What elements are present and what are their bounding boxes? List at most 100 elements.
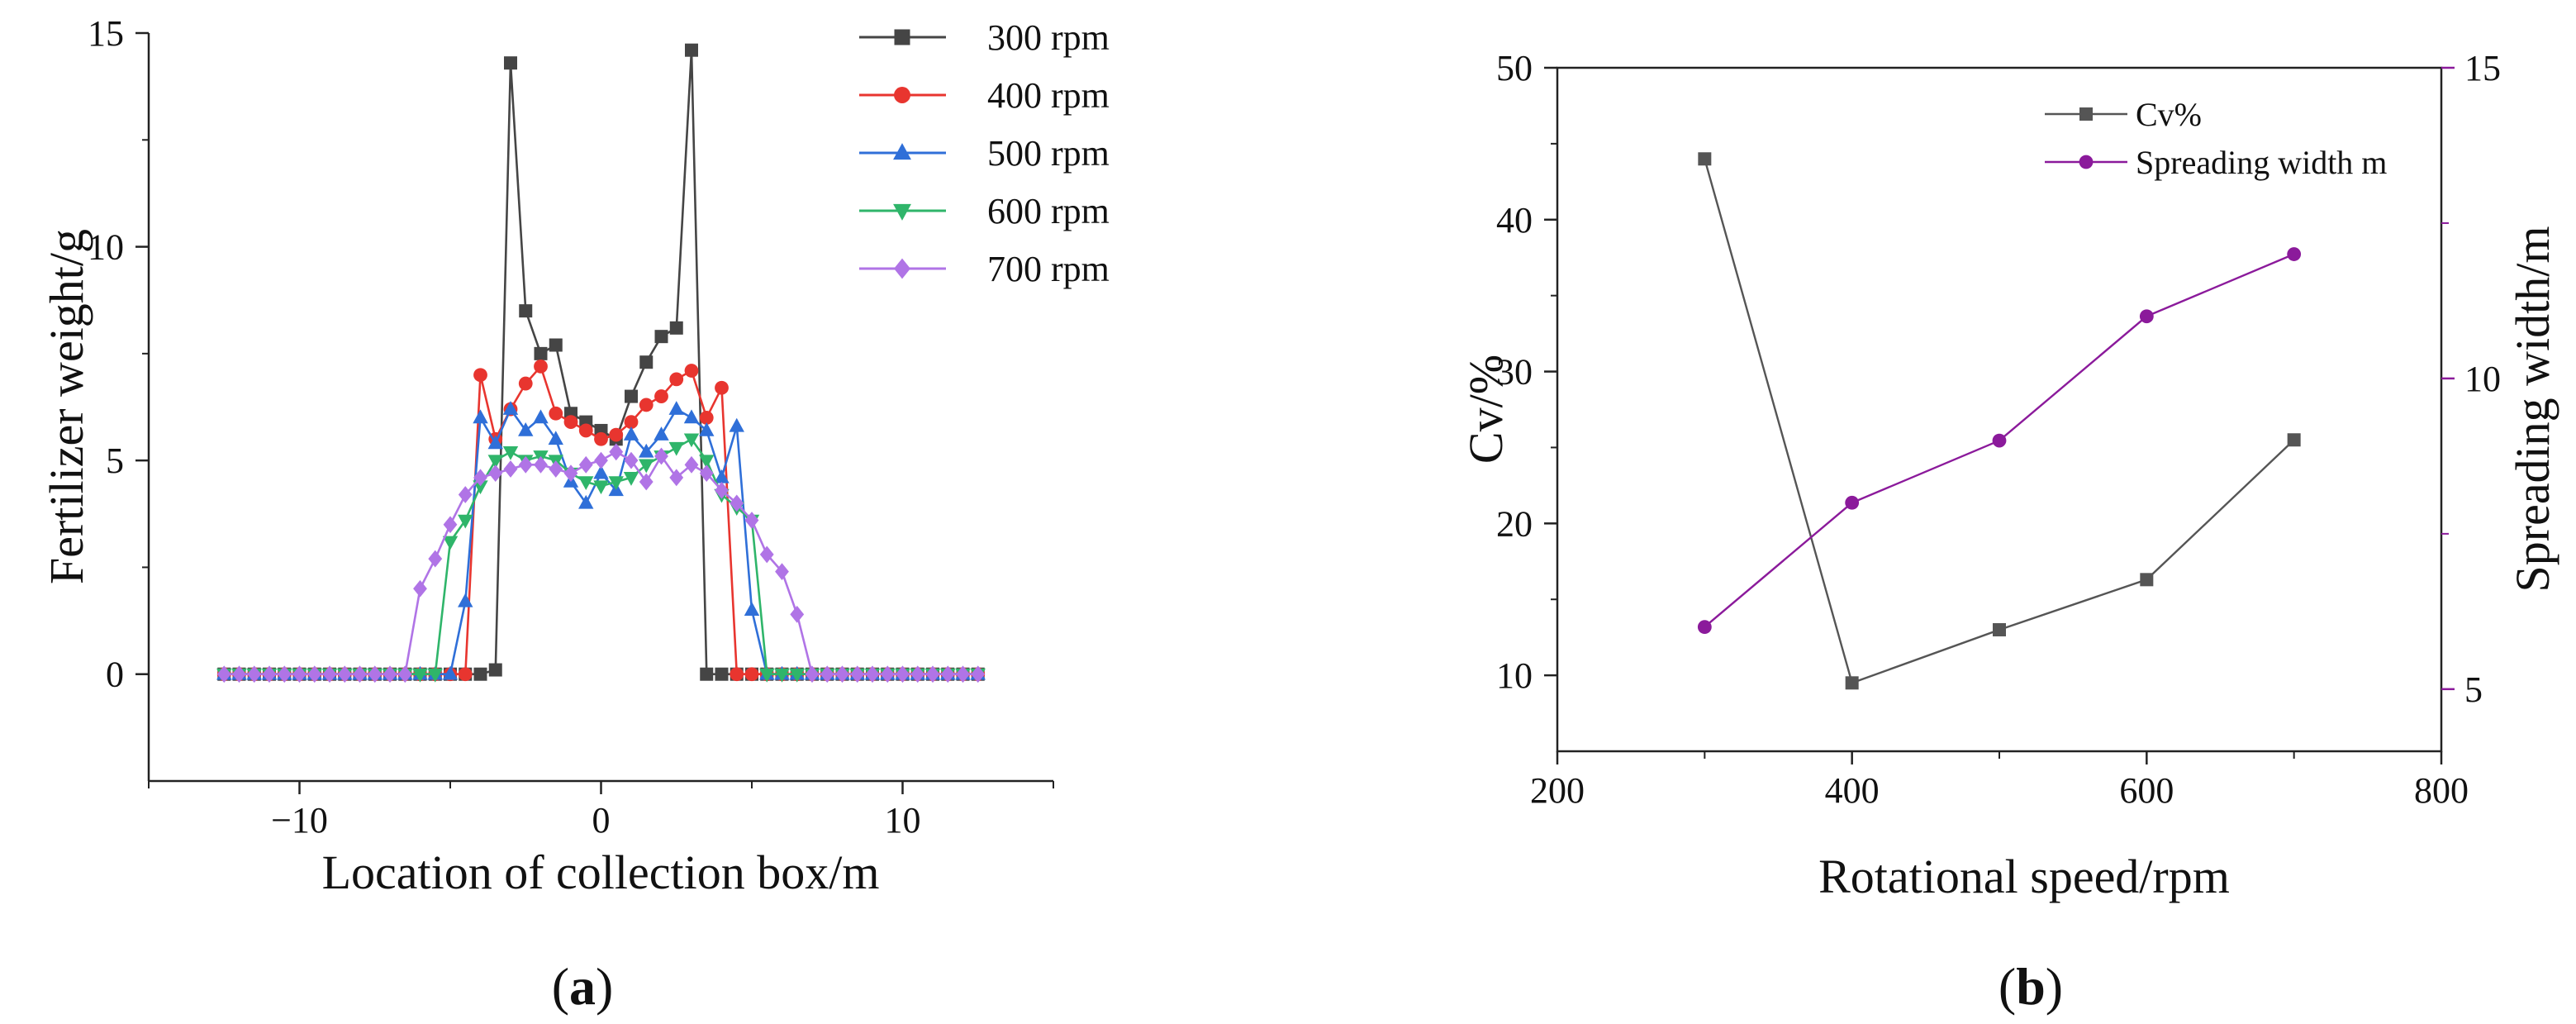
a-data-point xyxy=(473,409,488,424)
a-legend-label: 600 rpm xyxy=(987,191,1110,231)
a-panel-label: (a) xyxy=(552,957,614,1016)
a-data-point xyxy=(216,665,231,683)
a-data-point xyxy=(548,431,563,445)
a-data-point xyxy=(940,665,955,683)
b-data-point xyxy=(2139,309,2154,324)
a-data-point xyxy=(458,667,473,682)
a-x-tick-label: 10 xyxy=(885,800,921,841)
a-data-point xyxy=(594,451,608,469)
a-data-point xyxy=(413,579,427,598)
a-data-point xyxy=(322,665,337,683)
a-data-point xyxy=(654,426,669,441)
a-data-point xyxy=(820,665,834,683)
a-data-point xyxy=(307,665,322,683)
a-legend-marker xyxy=(894,258,910,279)
a-data-point xyxy=(639,473,654,491)
a-x-tick-label: −10 xyxy=(271,800,328,841)
b-y2-tick-label: 10 xyxy=(2464,359,2501,399)
a-data-point xyxy=(880,665,895,683)
a-data-point xyxy=(744,602,760,616)
a-data-point xyxy=(624,415,639,429)
a-data-point xyxy=(669,321,683,335)
b-y2-tick-label: 15 xyxy=(2464,48,2501,88)
b-legend: Cv% Spreading width m xyxy=(2045,96,2387,181)
a-y-tick-label: 5 xyxy=(106,441,124,481)
b-y-tick-label: 10 xyxy=(1496,655,1533,696)
a-data-point xyxy=(790,605,805,623)
a-data-point xyxy=(744,667,759,682)
b-y-tick-label: 50 xyxy=(1496,48,1533,88)
a-data-point xyxy=(654,447,668,465)
a-data-point xyxy=(458,514,473,529)
a-data-point xyxy=(442,665,459,680)
a-data-point xyxy=(442,536,459,550)
a-data-point xyxy=(473,469,487,487)
a-data-point xyxy=(729,417,744,432)
a-legend-label: 700 rpm xyxy=(987,249,1110,289)
a-y-tick-label: 15 xyxy=(88,13,124,54)
a-data-point xyxy=(593,480,609,495)
a-data-point xyxy=(518,455,533,474)
a-x-axis-label: Location of collection box/m xyxy=(322,845,880,899)
a-legend-marker xyxy=(894,29,910,45)
chart-a: 0 5 10 15 −10 0 10 Fertilizer weight/g Locatio… xyxy=(40,13,1110,1016)
a-data-point xyxy=(563,464,578,483)
a-x-tick-label: 0 xyxy=(592,800,611,841)
a-series-line xyxy=(224,407,978,676)
a-data-point xyxy=(925,665,940,683)
b-y-tick-label: 30 xyxy=(1496,352,1533,393)
b-y-tick-label: 20 xyxy=(1496,503,1533,544)
a-data-point xyxy=(292,665,307,683)
a-data-point xyxy=(412,668,428,683)
a-data-point xyxy=(247,665,262,683)
a-data-point xyxy=(759,545,774,564)
a-legend-item: 700 rpm xyxy=(859,249,1110,289)
a-data-point xyxy=(744,512,759,529)
a-data-point xyxy=(473,480,488,495)
b-series-cv xyxy=(1698,152,2301,690)
b-x-tick-label: 600 xyxy=(2119,770,2174,811)
a-legend-item: 500 rpm xyxy=(859,133,1110,174)
a-data-point xyxy=(865,665,880,683)
a-y-axis-label: Fertilizer weight/g xyxy=(40,229,93,584)
b-x-axis-label: Rotational speed/rpm xyxy=(1818,850,2230,903)
a-data-point xyxy=(503,460,518,478)
b-series-line xyxy=(1704,158,2295,684)
a-data-point xyxy=(458,486,473,503)
a-data-point xyxy=(850,665,865,683)
a-data-point xyxy=(714,469,730,483)
a-data-point xyxy=(910,665,925,683)
a-data-point xyxy=(668,441,684,456)
b-y2-axis-label: Spreading width/m xyxy=(2506,226,2559,592)
a-data-point xyxy=(835,665,849,683)
a-data-point xyxy=(549,406,563,421)
b-y-axis-label: Cv/% xyxy=(1459,355,1513,464)
a-data-point xyxy=(578,494,594,509)
a-legend-item: 300 rpm xyxy=(859,17,1110,58)
a-data-point xyxy=(488,663,502,677)
a-legend-marker xyxy=(893,203,911,221)
a-data-point xyxy=(623,426,639,441)
a-data-point xyxy=(730,494,744,512)
a-data-point xyxy=(609,427,624,442)
a-data-point xyxy=(473,368,487,383)
b-legend-marker xyxy=(2079,107,2093,121)
a-data-point xyxy=(504,56,517,70)
b-ticks: 200 400 600 800 10 20 30 40 50 5 10 15 xyxy=(1496,48,2501,811)
a-series-line xyxy=(224,364,978,676)
b-panel-label: (b) xyxy=(1999,957,2063,1016)
a-data-point xyxy=(669,372,684,387)
a-data-point xyxy=(578,455,593,474)
a-data-point xyxy=(699,411,714,425)
a-data-point xyxy=(563,415,578,429)
b-data-point xyxy=(1992,433,2007,448)
a-data-point xyxy=(668,401,684,415)
b-data-point xyxy=(1993,622,2006,636)
a-data-point xyxy=(337,665,352,683)
a-data-point xyxy=(473,667,487,681)
a-y-tick-label: 10 xyxy=(88,227,124,268)
a-series xyxy=(216,43,986,683)
b-legend-label: Cv% xyxy=(2136,96,2202,133)
a-data-point xyxy=(383,665,397,683)
a-series-line xyxy=(224,50,978,676)
